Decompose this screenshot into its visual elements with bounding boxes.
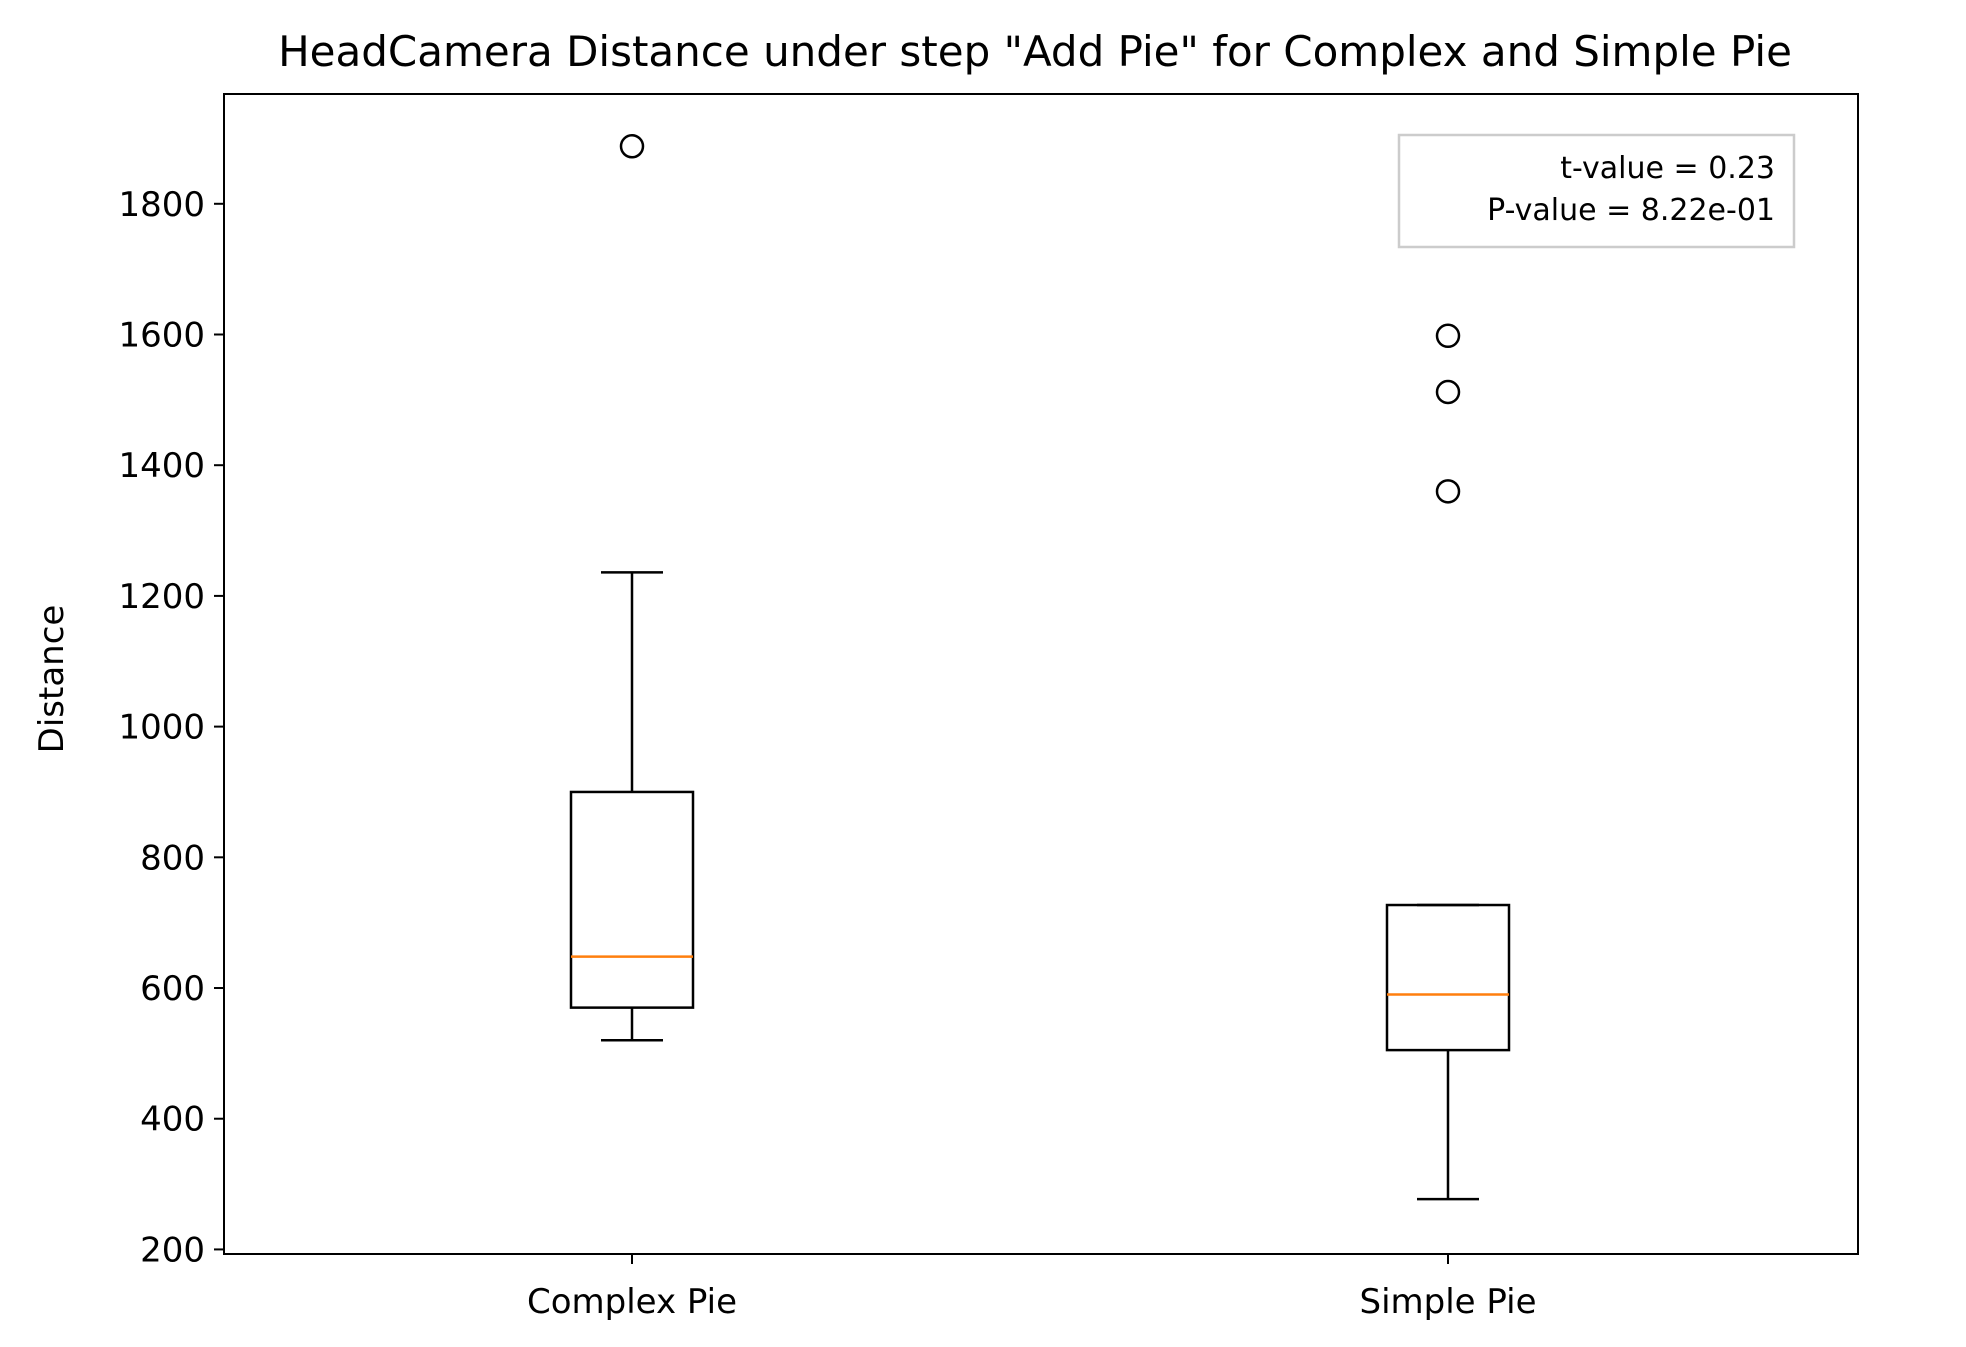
x-tick-label: Simple Pie xyxy=(1359,1282,1536,1322)
t-value-text: t-value = 0.23 xyxy=(1560,151,1775,186)
y-axis: 200 400 600 800 1000 1200 1400 1600 1800 xyxy=(118,185,224,1270)
p-value-text: P-value = 8.22e-01 xyxy=(1487,193,1775,228)
chart-title: HeadCamera Distance under step "Add Pie"… xyxy=(278,27,1792,76)
box-group xyxy=(569,134,695,1042)
outlier-point xyxy=(1435,323,1461,349)
plot-area-frame xyxy=(223,93,1859,1255)
y-tick-label: 1200 xyxy=(118,577,205,617)
outlier-point xyxy=(619,134,645,159)
interquartile-box xyxy=(569,790,695,1009)
y-axis-label: Distance xyxy=(32,605,72,754)
y-tick-label: 400 xyxy=(140,1100,205,1140)
statistics-annotation: t-value = 0.23 P-value = 8.22e-01 xyxy=(1397,133,1796,249)
outlier-point xyxy=(1435,379,1461,405)
y-tick-label: 1000 xyxy=(118,708,205,748)
statistics-annotation-frame xyxy=(1397,133,1796,249)
box-group xyxy=(1385,323,1511,1201)
interquartile-box xyxy=(1385,903,1511,1052)
y-tick-label: 1800 xyxy=(118,185,205,225)
y-tick-label: 1400 xyxy=(118,446,205,486)
y-tick-label: 600 xyxy=(140,969,205,1009)
x-tick-label: Complex Pie xyxy=(527,1282,737,1322)
y-tick-label: 1600 xyxy=(118,315,205,355)
y-tick-label: 800 xyxy=(140,838,205,878)
x-axis: Complex Pie Simple Pie xyxy=(527,1254,1537,1322)
outlier-point xyxy=(1435,479,1461,504)
y-tick-label: 200 xyxy=(140,1230,205,1270)
box-series xyxy=(569,134,1511,1201)
